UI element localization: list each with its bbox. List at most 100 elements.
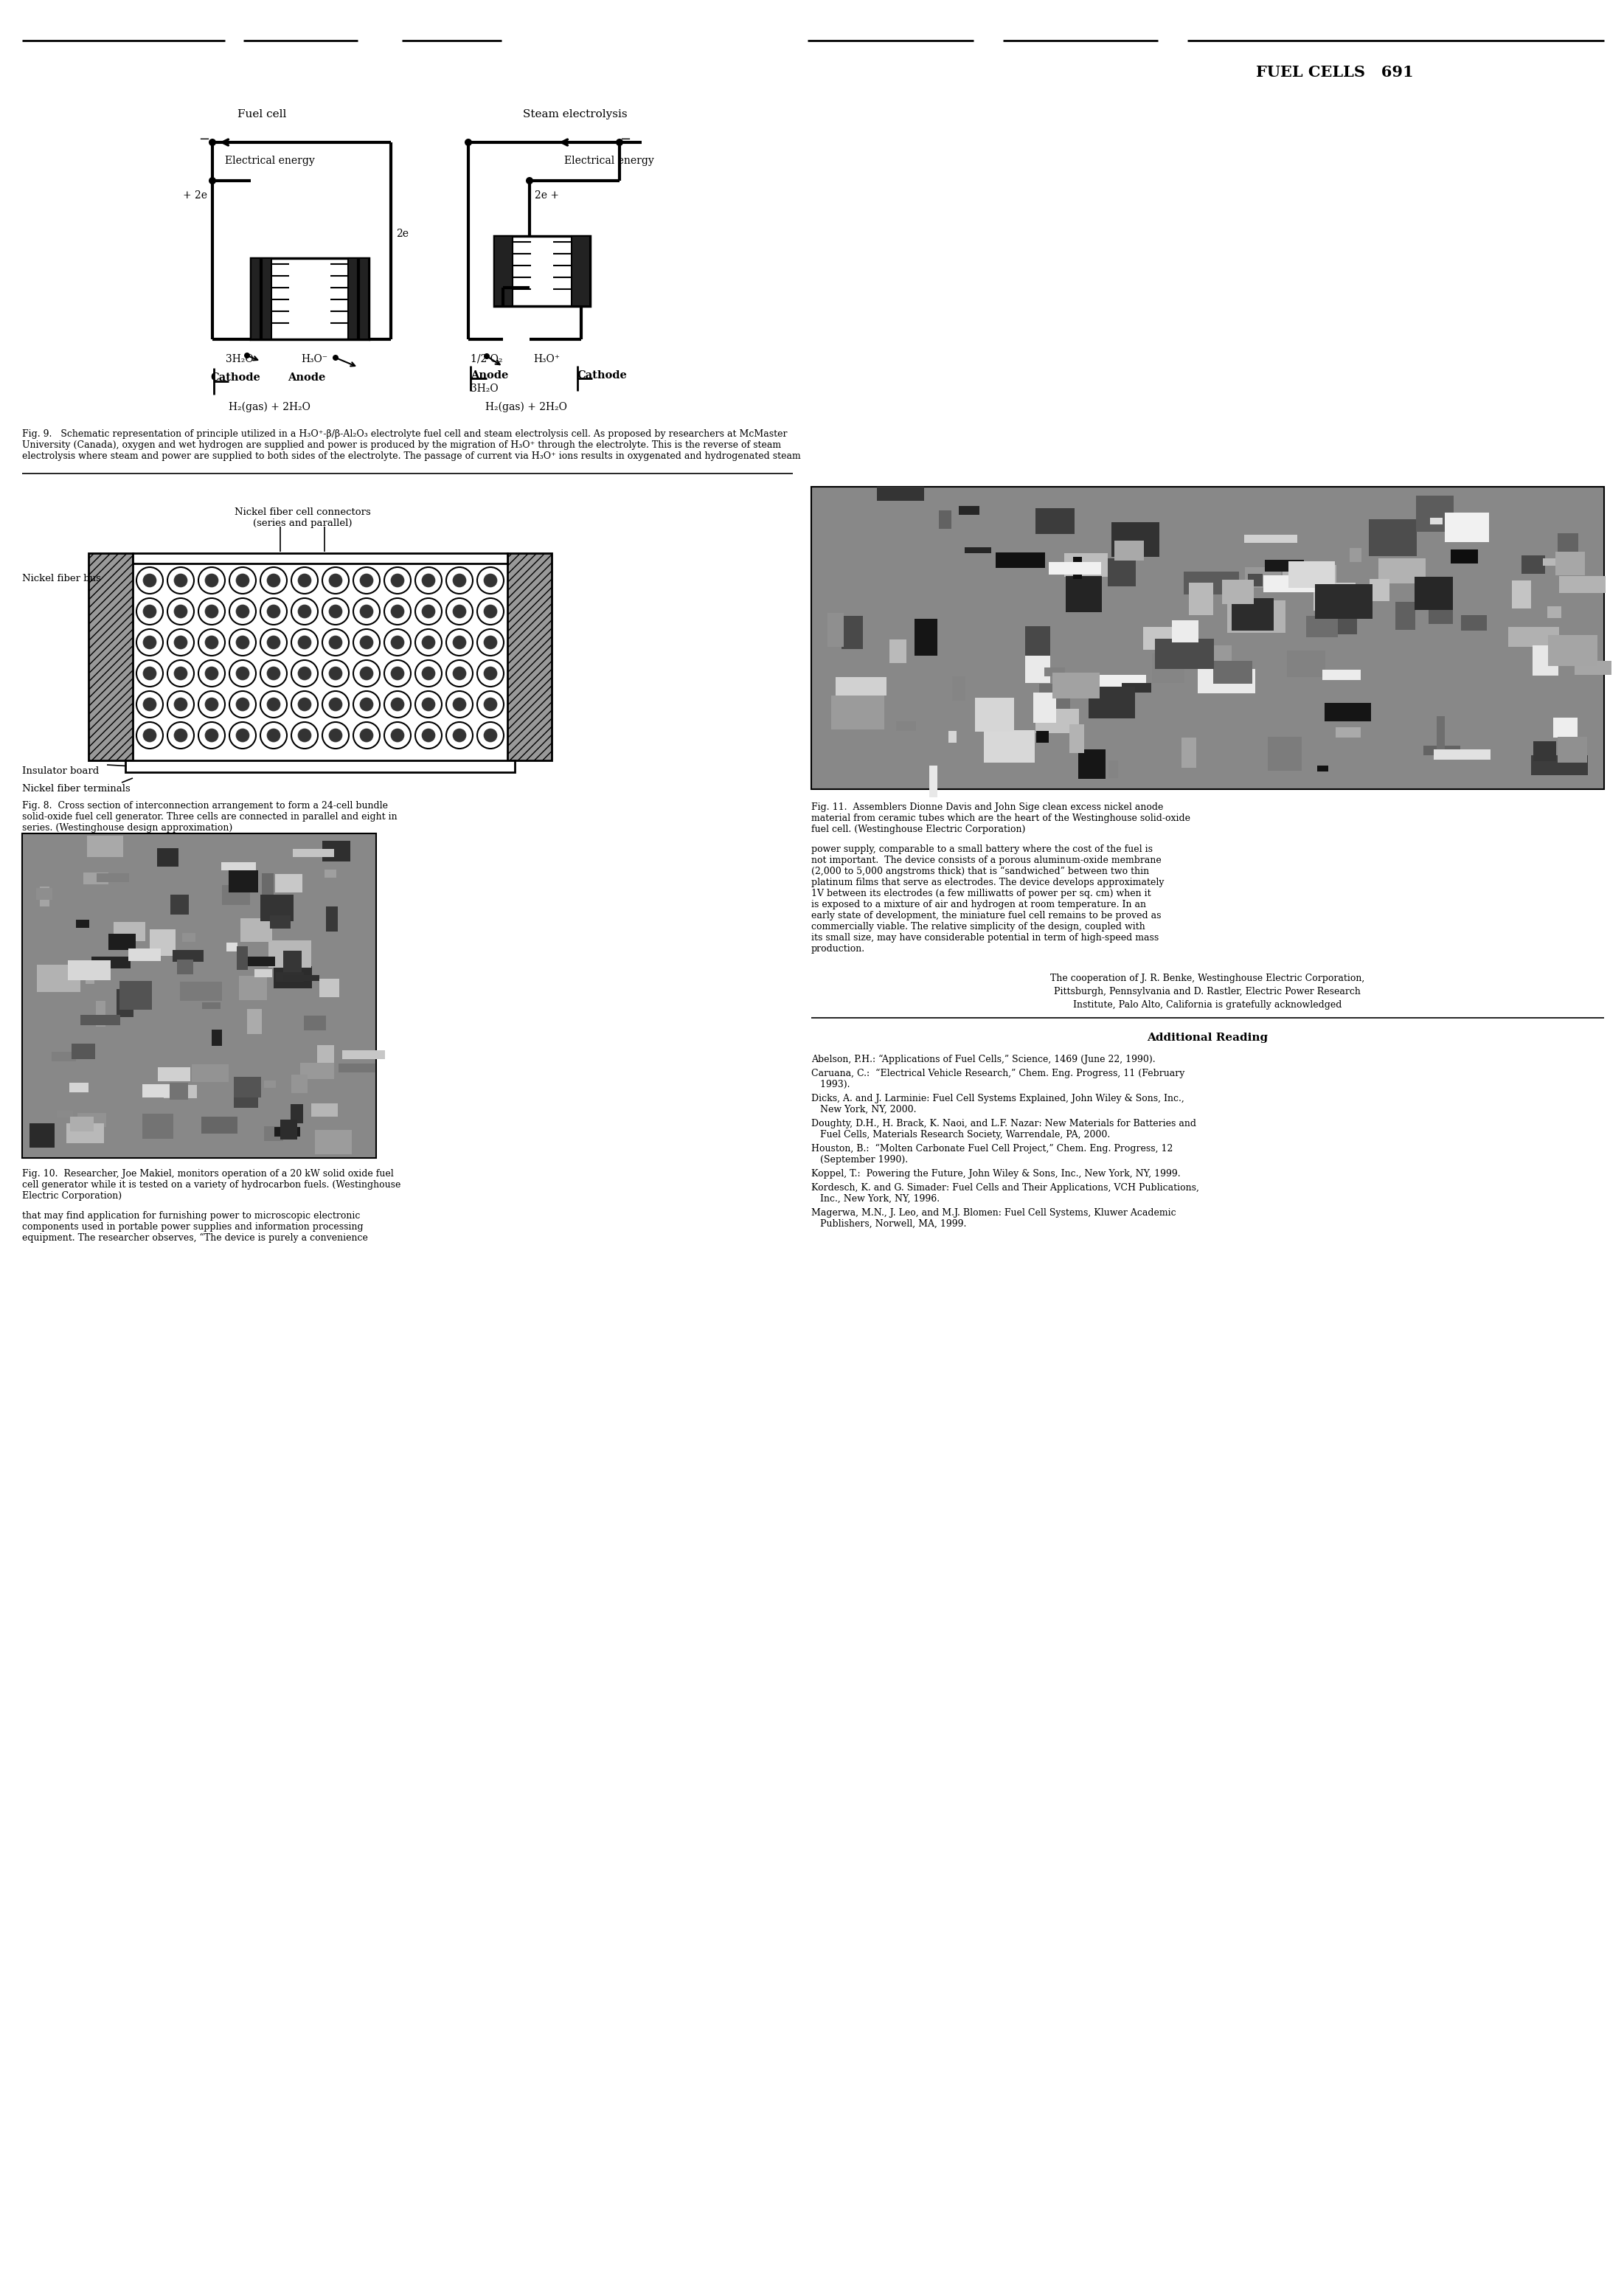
Bar xyxy=(70,1084,88,1093)
Bar xyxy=(1221,579,1254,604)
Bar xyxy=(1114,540,1143,560)
Circle shape xyxy=(453,698,466,712)
Bar xyxy=(276,971,304,980)
Bar xyxy=(255,969,273,978)
Circle shape xyxy=(260,599,287,625)
Circle shape xyxy=(235,574,248,588)
Text: Fig. 10.  Researcher, Joe Makiel, monitors operation of a 20 kW solid oxide fuel: Fig. 10. Researcher, Joe Makiel, monitor… xyxy=(23,1169,401,1201)
Bar xyxy=(1556,551,1585,576)
Bar xyxy=(1184,572,1239,595)
Circle shape xyxy=(453,666,466,680)
Bar xyxy=(128,948,161,962)
Bar xyxy=(890,638,906,664)
Bar xyxy=(1098,675,1147,689)
Circle shape xyxy=(167,721,193,748)
Circle shape xyxy=(385,691,411,719)
Circle shape xyxy=(385,629,411,657)
Circle shape xyxy=(297,636,312,650)
Text: Cathode: Cathode xyxy=(209,372,260,383)
Bar xyxy=(1065,576,1103,611)
Bar xyxy=(240,918,271,941)
Bar xyxy=(1317,765,1328,771)
Bar xyxy=(177,960,193,974)
Circle shape xyxy=(143,574,156,588)
Bar xyxy=(300,1063,335,1079)
Text: 2e +: 2e + xyxy=(534,191,559,200)
Bar xyxy=(268,941,312,967)
Circle shape xyxy=(205,636,218,650)
Circle shape xyxy=(260,629,287,657)
Bar xyxy=(1288,560,1335,588)
Circle shape xyxy=(229,661,257,687)
Bar xyxy=(325,870,336,877)
Bar xyxy=(877,487,924,501)
Circle shape xyxy=(354,567,380,595)
Circle shape xyxy=(422,698,435,712)
Circle shape xyxy=(391,698,404,712)
Bar xyxy=(343,1052,385,1058)
Bar xyxy=(109,934,135,951)
Circle shape xyxy=(136,599,162,625)
Text: Nickel fiber bus: Nickel fiber bus xyxy=(23,574,101,583)
Circle shape xyxy=(477,629,503,657)
Circle shape xyxy=(291,721,318,748)
Circle shape xyxy=(266,604,281,618)
Bar xyxy=(1554,716,1579,737)
Bar xyxy=(1306,615,1338,638)
Bar xyxy=(1335,728,1361,737)
Text: + 2e: + 2e xyxy=(184,191,208,200)
Circle shape xyxy=(205,666,218,680)
Text: Fig. 9.   Schematic representation of principle utilized in a H₃O⁺-β/β-Al₂O₃ ele: Fig. 9. Schematic representation of prin… xyxy=(23,429,801,461)
Bar xyxy=(83,872,109,884)
Bar xyxy=(339,1063,375,1072)
Bar xyxy=(80,1015,120,1026)
Bar xyxy=(1231,599,1273,631)
Bar xyxy=(1036,730,1049,742)
Bar xyxy=(1522,556,1544,574)
Bar xyxy=(158,1068,190,1081)
Circle shape xyxy=(198,629,226,657)
Circle shape xyxy=(205,728,218,742)
Circle shape xyxy=(330,636,343,650)
Circle shape xyxy=(447,567,473,595)
Circle shape xyxy=(260,691,287,719)
Circle shape xyxy=(453,604,466,618)
Bar xyxy=(1246,567,1281,588)
Circle shape xyxy=(453,728,466,742)
Bar xyxy=(1369,519,1416,556)
Bar xyxy=(1288,650,1325,677)
Bar xyxy=(1429,592,1437,620)
Circle shape xyxy=(266,666,281,680)
Circle shape xyxy=(235,698,248,712)
Bar xyxy=(1213,661,1252,684)
Bar xyxy=(1283,565,1337,588)
Bar xyxy=(1122,682,1151,693)
Circle shape xyxy=(422,636,435,650)
Circle shape xyxy=(229,599,257,625)
Bar xyxy=(1052,673,1099,698)
Text: 3H₂O: 3H₂O xyxy=(226,354,253,365)
Bar xyxy=(37,964,81,992)
Circle shape xyxy=(229,721,257,748)
Bar xyxy=(1025,652,1051,682)
Bar xyxy=(1559,576,1606,592)
Circle shape xyxy=(422,728,435,742)
Text: Kordesch, K. and G. Simader: Fuel Cells and Their Applications, VCH Publications: Kordesch, K. and G. Simader: Fuel Cells … xyxy=(812,1182,1199,1203)
Text: Steam electrolysis: Steam electrolysis xyxy=(523,110,627,119)
Bar xyxy=(1189,583,1213,615)
Circle shape xyxy=(477,721,503,748)
Circle shape xyxy=(266,574,281,588)
Text: power supply, comparable to a small battery where the cost of the fuel is
not im: power supply, comparable to a small batt… xyxy=(812,845,1164,953)
Bar xyxy=(841,615,862,650)
Circle shape xyxy=(205,574,218,588)
Circle shape xyxy=(167,599,193,625)
Circle shape xyxy=(422,666,435,680)
Circle shape xyxy=(477,691,503,719)
Bar xyxy=(211,1031,222,1045)
Bar xyxy=(133,553,507,563)
Circle shape xyxy=(198,691,226,719)
Circle shape xyxy=(198,599,226,625)
Circle shape xyxy=(136,629,162,657)
Text: −: − xyxy=(198,133,209,147)
Circle shape xyxy=(416,567,442,595)
